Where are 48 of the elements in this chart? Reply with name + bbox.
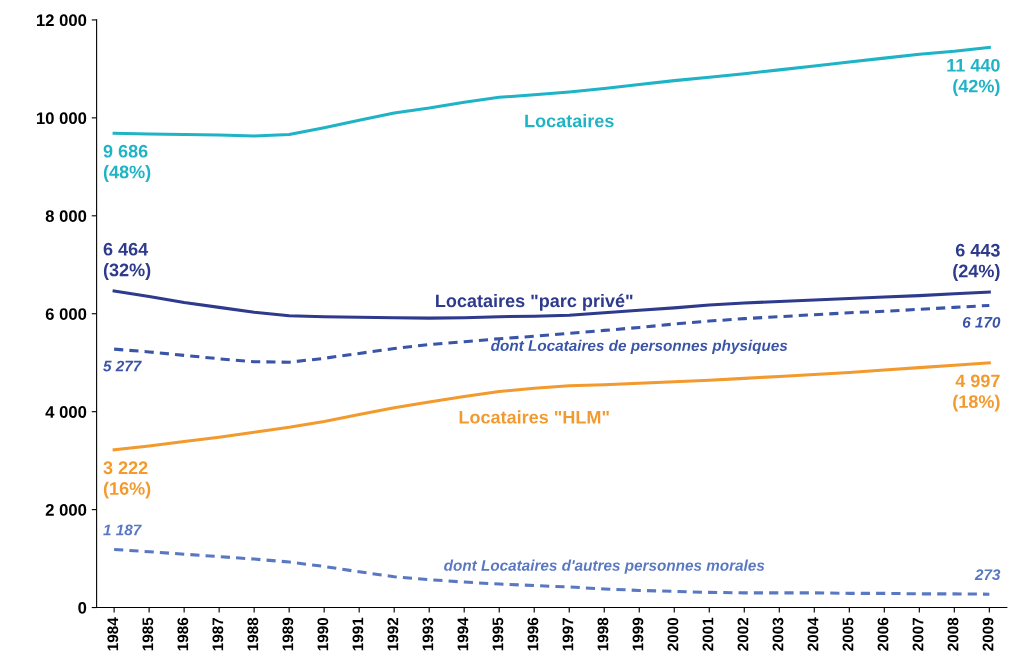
- x-tick-label: 1991: [352, 617, 364, 651]
- x-tick-label: 2001: [702, 617, 714, 651]
- data-label: 1 187: [103, 524, 142, 536]
- x-tick-label: 1993: [422, 617, 434, 651]
- data-label: 273: [974, 569, 1001, 581]
- data-label: 3 222 (16%): [103, 461, 151, 499]
- x-tick-label: 2003: [772, 617, 784, 651]
- x-tick-label: 1992: [387, 617, 399, 651]
- x-tick-label: 2000: [667, 617, 679, 651]
- series-label: dont Locataires d'autres personnes morales: [444, 559, 765, 574]
- y-tick-label: 0: [78, 601, 87, 614]
- data-label: 6 464 (32%): [103, 242, 151, 280]
- x-tick-label: 1990: [317, 617, 329, 651]
- x-tick-label: 2009: [982, 617, 994, 651]
- x-tick-label: 1996: [527, 617, 539, 651]
- series-label: Locataires "parc privé": [436, 293, 633, 311]
- x-tick-label: 1985: [142, 617, 154, 651]
- data-label: 4 997 (18%): [953, 374, 1000, 412]
- data-label: 11 440 (42%): [947, 58, 1000, 97]
- x-tick-label: 2005: [842, 617, 854, 651]
- series-label: dont Locataires de personnes physiques: [491, 339, 788, 355]
- data-label: 9 686 (48%): [103, 144, 151, 182]
- x-tick-label: 1997: [562, 617, 574, 651]
- x-tick-label: 2007: [912, 617, 924, 651]
- y-tick-label: 10 000: [36, 112, 87, 125]
- x-tick-label: 1998: [597, 617, 609, 651]
- series-label: Locataires "HLM": [459, 410, 609, 424]
- data-label: 6 170: [962, 316, 1001, 328]
- y-tick-label: 8 000: [45, 210, 87, 222]
- x-tick-label: 2002: [737, 617, 749, 651]
- y-tick-label: 4 000: [45, 406, 87, 418]
- x-tick-label: 1989: [282, 617, 294, 651]
- y-tick-label: 6 000: [45, 308, 87, 320]
- x-tick-label: 1995: [492, 617, 504, 651]
- x-tick-label: 1984: [107, 617, 119, 651]
- x-tick-label: 1999: [632, 617, 644, 651]
- x-tick-label: 2004: [807, 617, 819, 651]
- y-tick-label: 12 000: [36, 14, 87, 27]
- data-label: 5 277: [103, 360, 142, 372]
- series-label: Locataires: [525, 114, 614, 128]
- y-tick-label: 2 000: [45, 504, 87, 516]
- x-tick-label: 1988: [247, 617, 259, 651]
- x-tick-label: 2008: [947, 617, 959, 651]
- x-tick-label: 2006: [877, 617, 889, 651]
- x-tick-label: 1994: [457, 617, 469, 651]
- x-tick-label: 1987: [212, 617, 224, 651]
- data-label: 6 443 (24%): [953, 243, 1000, 281]
- x-tick-label: 1986: [177, 617, 189, 651]
